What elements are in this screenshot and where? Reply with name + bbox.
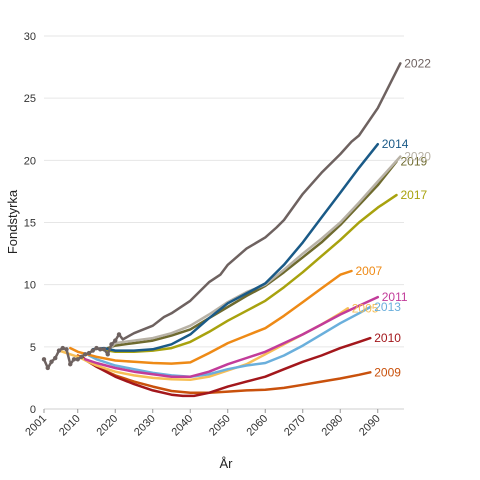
series-line-2014 — [91, 142, 380, 352]
data-point-2022 — [53, 355, 58, 361]
series-label-2014: 2014 — [382, 137, 409, 151]
data-point-2022 — [113, 338, 118, 343]
data-point-2022 — [105, 352, 110, 357]
data-point-2022 — [101, 347, 107, 352]
grid-lines — [44, 35, 404, 410]
data-point-2022 — [45, 365, 50, 371]
x-tick-label: 2070 — [282, 413, 308, 439]
data-point-2022 — [56, 348, 62, 353]
data-point-2022 — [83, 352, 88, 357]
series-line-2007 — [69, 269, 353, 365]
y-tick-label: 5 — [30, 342, 36, 354]
x-tick-label: 2050 — [207, 413, 233, 439]
series-lines — [41, 62, 402, 398]
series-label-2005: 2005 — [352, 301, 379, 315]
series-label-2013: 2013 — [374, 300, 401, 314]
series-line-2013 — [87, 305, 372, 378]
series-line-2019 — [106, 160, 398, 350]
x-tick-label: 2020 — [95, 413, 121, 439]
series-label-2009: 2009 — [374, 365, 401, 379]
data-point-2022 — [94, 345, 99, 351]
series-label-2011: 2011 — [382, 290, 408, 304]
y-tick-label: 15 — [24, 218, 36, 230]
series-line-2017 — [99, 193, 398, 354]
y-tick-label: 30 — [24, 31, 36, 43]
y-tick-label: 10 — [24, 280, 36, 292]
series-label-2019: 2019 — [401, 155, 428, 169]
series-label-2007: 2007 — [356, 264, 383, 278]
x-tick-label: 2060 — [245, 413, 271, 439]
series-label-2022: 2022 — [404, 56, 431, 70]
data-point-2022 — [64, 347, 69, 352]
y-tick-label: 20 — [24, 155, 36, 167]
series-label-2010: 2010 — [374, 331, 401, 345]
y-axis-label: Fondstyrka — [5, 189, 20, 254]
x-tick-label: 2010 — [57, 413, 83, 439]
y-axis-ticks: 0 5 10 15 20 25 30 — [24, 31, 36, 416]
data-point-2022 — [109, 342, 114, 347]
series-line-2009 — [76, 354, 372, 395]
data-point-2022 — [60, 345, 65, 351]
data-point-2022 — [71, 357, 77, 362]
data-point-2022 — [41, 357, 47, 362]
series-line-2010 — [80, 336, 372, 398]
series-line-2020 — [110, 155, 402, 349]
data-point-2022 — [75, 357, 80, 362]
series-label-2020: 2020 — [404, 150, 431, 164]
x-tick-label: 2001 — [23, 413, 49, 439]
data-point-2022 — [79, 354, 84, 359]
data-point-2022 — [86, 350, 92, 356]
x-tick-label: 2090 — [357, 413, 383, 439]
data-point-2022 — [90, 348, 95, 353]
series-label-2017: 2017 — [401, 188, 428, 202]
x-tick-label: 2030 — [132, 413, 158, 439]
x-axis-label: År — [220, 456, 234, 471]
x-tick-label: 2040 — [170, 413, 196, 439]
series-line-2011 — [84, 295, 380, 378]
y-tick-label: 0 — [30, 404, 36, 416]
x-axis-ticks: 2001 2010 2020 2030 2040 2050 2060 2070 2080 2090 — [23, 409, 383, 438]
data-point-2022 — [68, 362, 73, 367]
data-point-2022 — [116, 332, 122, 337]
data-point-2022 — [98, 347, 103, 352]
x-tick-label: 2080 — [320, 413, 346, 439]
y-tick-label: 25 — [24, 93, 36, 105]
data-point-2022 — [49, 359, 54, 364]
